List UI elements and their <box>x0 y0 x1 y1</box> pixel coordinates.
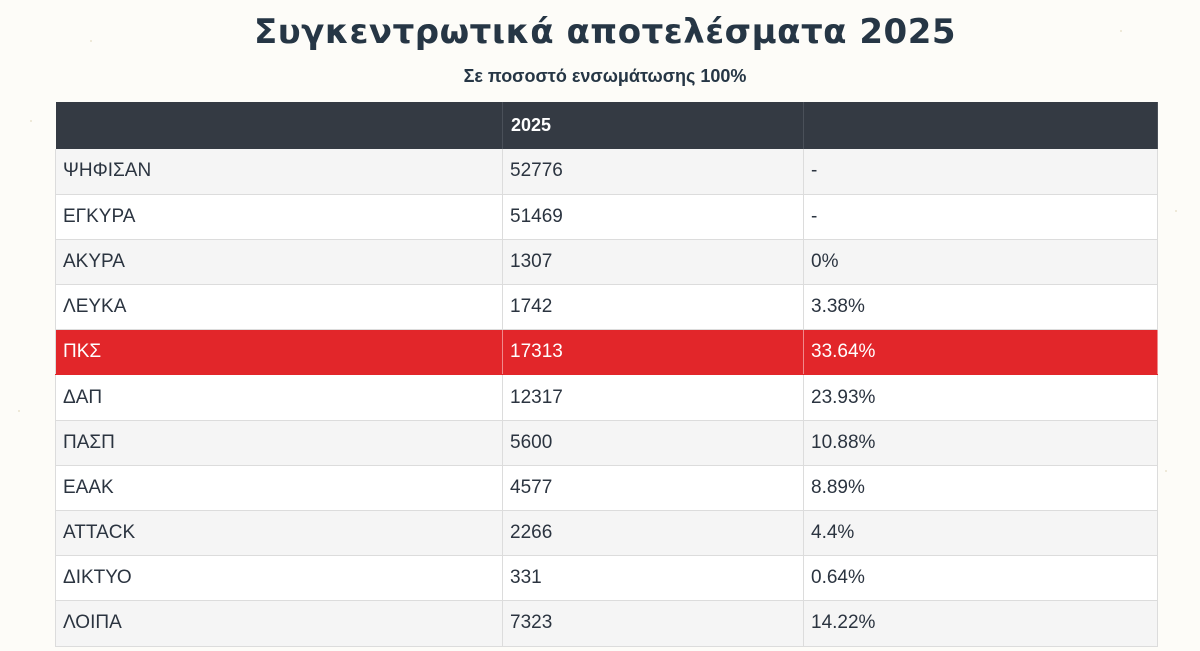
page-title: Συγκεντρωτικά αποτελέσματα 2025 <box>253 12 957 52</box>
page-subtitle: Σε ποσοστό ενσωμάτωσης 100% <box>463 66 747 86</box>
table-row: ΕΑΑΚ 4577 8.89% <box>55 465 1158 512</box>
background-speck <box>90 40 92 42</box>
results-table-header: 2025 <box>55 102 1158 149</box>
table-row: ΠΑΣΠ 5600 10.88% <box>55 420 1158 466</box>
row-label: ΔΑΠ <box>55 374 503 421</box>
row-percent: 23.93% <box>803 374 1158 421</box>
row-label: ΠΑΣΠ <box>55 420 503 466</box>
row-percent: 4.4% <box>803 510 1158 557</box>
header-year-column: 2025 <box>502 102 804 149</box>
row-votes: 1307 <box>502 239 804 286</box>
row-percent: 0.64% <box>803 555 1158 602</box>
row-percent: 3.38% <box>803 284 1158 331</box>
background-speck <box>1120 30 1122 32</box>
table-row: ΛΟΙΠΑ 7323 14.22% <box>55 600 1158 647</box>
row-votes: 1742 <box>502 284 804 331</box>
row-percent: 33.64% <box>803 329 1158 376</box>
results-table-body: ΨΗΦΙΣΑΝ 52776- ΕΓΚΥΡΑ 51469- ΑΚΥΡΑ 1307 0% ΛΕΥΚ… <box>55 149 1158 647</box>
row-votes: 7323 <box>502 600 804 647</box>
table-row: ΕΓΚΥΡΑ 51469- <box>55 194 1158 240</box>
row-percent: 14.22% <box>803 600 1158 647</box>
row-label: ΠΚΣ <box>55 329 503 376</box>
row-label: ΑΚΥΡΑ <box>55 239 503 286</box>
row-votes: 4577 <box>502 465 804 512</box>
row-percent: 0% <box>803 239 1158 286</box>
row-votes: 52776 <box>502 149 804 195</box>
row-percent: - <box>803 194 1158 240</box>
row-votes: 12317 <box>502 374 804 421</box>
table-row: ATTACK 2266 4.4% <box>55 510 1158 557</box>
results-table: 2025 ΨΗΦΙΣΑΝ 52776- ΕΓΚΥΡΑ 51469- ΑΚΥΡΑ 1307 0… <box>55 102 1158 647</box>
background-speck <box>1165 470 1167 472</box>
header-percent-column <box>803 102 1158 149</box>
row-label: ATTACK <box>55 510 503 557</box>
row-label: ΛΟΙΠΑ <box>55 600 503 647</box>
row-label: ΔΙΚΤΥΟ <box>55 555 503 602</box>
row-votes: 17313 <box>502 329 804 376</box>
table-row: ΠΚΣ 17313 33.64% <box>55 329 1158 376</box>
row-votes: 5600 <box>502 420 804 466</box>
table-row: ΛΕΥΚΑ 1742 3.38% <box>55 284 1158 331</box>
header-label-column <box>55 102 503 149</box>
row-percent: 8.89% <box>803 465 1158 512</box>
table-row: ΔΙΚΤΥΟ 331 0.64% <box>55 555 1158 602</box>
row-votes: 51469 <box>502 194 804 240</box>
background-speck <box>18 410 20 412</box>
table-row: ΑΚΥΡΑ 1307 0% <box>55 239 1158 286</box>
row-label: ΛΕΥΚΑ <box>55 284 503 331</box>
row-votes: 331 <box>502 555 804 602</box>
row-percent: - <box>803 149 1158 195</box>
table-row: ΨΗΦΙΣΑΝ 52776- <box>55 149 1158 195</box>
table-row: ΔΑΠ 12317 23.93% <box>55 374 1158 421</box>
header-row: 2025 <box>55 102 1158 149</box>
background-speck <box>30 120 32 122</box>
row-label: ΕΑΑΚ <box>55 465 503 512</box>
row-label: ΨΗΦΙΣΑΝ <box>55 149 503 195</box>
row-label: ΕΓΚΥΡΑ <box>55 194 503 240</box>
row-percent: 10.88% <box>803 420 1158 466</box>
background-speck <box>1175 210 1177 212</box>
row-votes: 2266 <box>502 510 804 557</box>
